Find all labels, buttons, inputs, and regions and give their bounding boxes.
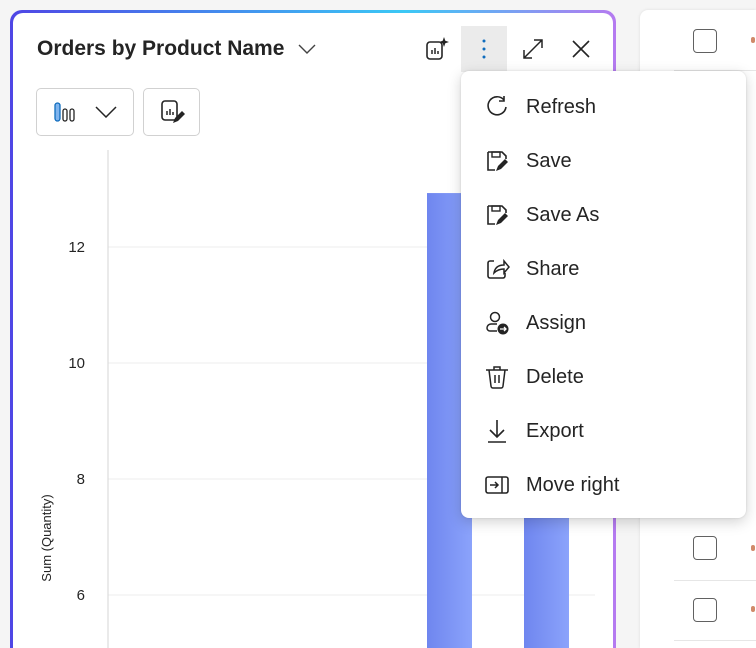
menu-item-delete[interactable]: Delete	[461, 350, 746, 404]
move-right-icon	[485, 476, 509, 494]
menu-item-assign[interactable]: Assign	[461, 296, 746, 350]
y-tick-label: 8	[77, 471, 85, 488]
menu-item-export[interactable]: Export	[461, 404, 746, 458]
export-icon	[488, 420, 506, 443]
delete-icon	[486, 366, 508, 389]
more-options-button[interactable]	[461, 26, 507, 72]
chart-sparkle-icon[interactable]	[414, 26, 460, 72]
row-checkbox[interactable]	[693, 598, 717, 622]
chevron-down-icon	[95, 106, 117, 118]
close-icon[interactable]	[558, 26, 604, 72]
y-axis-label: Sum (Quantity)	[39, 494, 54, 581]
chart-edit-icon	[160, 100, 185, 123]
y-tick-label: 10	[68, 355, 85, 372]
menu-item-move-right[interactable]: Move right	[461, 458, 746, 512]
more-vertical-icon	[482, 39, 486, 59]
more-options-menu: Refresh Save Save As Share Assign Delete…	[461, 71, 746, 518]
save-as-icon	[487, 205, 508, 225]
menu-item-share[interactable]: Share	[461, 242, 746, 296]
row-indicator	[751, 545, 755, 551]
row-checkbox[interactable]	[693, 29, 717, 53]
menu-item-refresh[interactable]: Refresh	[461, 80, 746, 134]
menu-item-save[interactable]: Save	[461, 134, 746, 188]
chart-type-dropdown[interactable]	[36, 88, 134, 136]
refresh-icon	[487, 95, 507, 116]
row-indicator	[751, 37, 755, 43]
row-indicator	[751, 606, 755, 612]
row-checkbox[interactable]	[693, 536, 717, 560]
assign-icon	[486, 311, 509, 335]
expand-icon[interactable]	[510, 26, 556, 72]
bar-chart-icon	[54, 102, 75, 122]
y-tick-label: 12	[68, 239, 85, 256]
save-icon	[487, 151, 508, 171]
chart-edit-button[interactable]	[143, 88, 200, 136]
y-tick-label: 6	[77, 587, 85, 604]
menu-item-save-as[interactable]: Save As	[461, 188, 746, 242]
chart-title-dropdown[interactable]: Orders by Product Name	[37, 37, 316, 61]
chevron-down-icon	[298, 44, 316, 54]
share-icon	[487, 258, 510, 279]
chart-title: Orders by Product Name	[37, 37, 285, 60]
